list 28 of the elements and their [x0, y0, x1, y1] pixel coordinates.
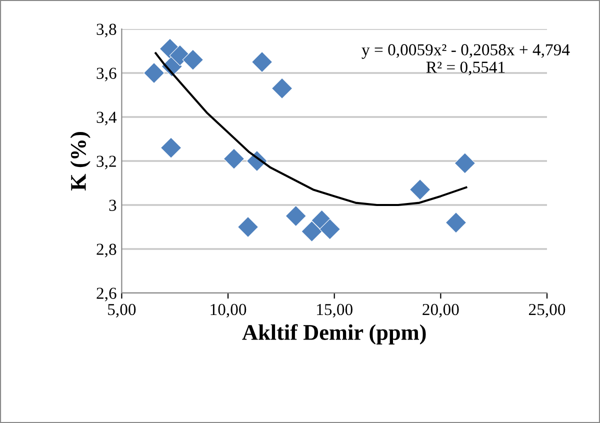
y-tick-label: 3,4 — [96, 112, 117, 126]
x-tick-label: 20,00 — [422, 304, 459, 318]
point — [301, 220, 322, 242]
y-tick-label: 3,6 — [96, 68, 116, 82]
y-tick-label: 3 — [109, 200, 116, 211]
point — [223, 148, 245, 170]
y-tick-label: 3,8 — [96, 24, 116, 38]
point — [454, 152, 476, 174]
y-tick-label: 3,2 — [96, 156, 116, 170]
point — [285, 205, 306, 227]
point — [160, 137, 182, 158]
point — [445, 212, 467, 234]
y-axis-title: K (%) — [70, 132, 90, 191]
x-tick-label: 10,00 — [210, 304, 246, 318]
x-tick-label: 25,00 — [528, 304, 566, 318]
point — [271, 78, 293, 99]
point — [143, 62, 165, 84]
annotation: y = 0,0059x² - 0,2058x + 4,794 R² = 0,5541 — [362, 44, 570, 76]
y-tick-label: 2,8 — [96, 244, 116, 258]
point — [251, 51, 273, 73]
x-axis-title: Akltif Demir (ppm) — [242, 324, 426, 344]
x-tick-label: 15,00 — [317, 304, 352, 318]
point — [237, 216, 259, 238]
y-tick-label: 2,6 — [96, 288, 116, 302]
point — [319, 218, 340, 240]
point — [182, 49, 204, 70]
x-tick-label: 5,00 — [108, 304, 136, 318]
point — [409, 179, 431, 200]
